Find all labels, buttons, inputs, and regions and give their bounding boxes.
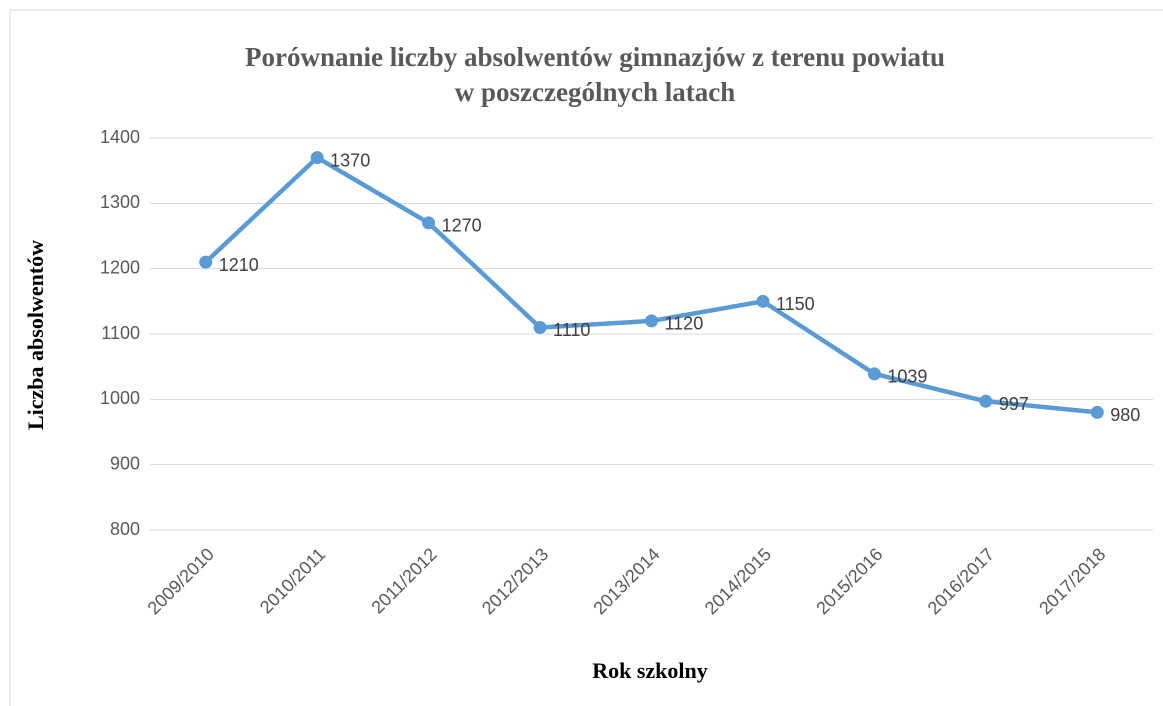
data-label: 1039 (887, 367, 927, 387)
y-axis-label: Liczba absolwentów (23, 240, 48, 430)
data-label: 1270 (442, 216, 482, 236)
y-tick-label: 1300 (100, 192, 140, 212)
data-label: 1120 (665, 314, 704, 334)
data-point (199, 255, 213, 269)
y-tick-label: 1200 (100, 257, 140, 277)
data-label: 1150 (776, 294, 815, 314)
y-tick-label: 1400 (100, 127, 140, 147)
y-tick-label: 900 (110, 453, 140, 473)
data-label: 1370 (330, 150, 370, 170)
data-point (1090, 405, 1104, 419)
chart-title: Porównanie liczby absolwentów gimnazjów … (245, 42, 945, 72)
data-point (979, 394, 993, 408)
chart-title: w poszczególnych latach (455, 77, 735, 107)
data-point (645, 314, 658, 328)
data-label: 1110 (553, 320, 590, 340)
chart-border (9, 9, 1163, 706)
data-point (422, 216, 436, 230)
x-axis-label: Rok szkolny (592, 658, 708, 683)
data-point (310, 151, 324, 165)
y-tick-label: 800 (110, 519, 140, 539)
data-point (867, 367, 881, 381)
data-label: 1210 (219, 255, 259, 275)
y-tick-label: 1100 (101, 323, 140, 343)
data-label: 997 (999, 394, 1029, 414)
data-point (756, 294, 770, 308)
data-label: 980 (1110, 405, 1140, 425)
data-point (533, 320, 547, 334)
y-tick-label: 1000 (100, 388, 140, 408)
